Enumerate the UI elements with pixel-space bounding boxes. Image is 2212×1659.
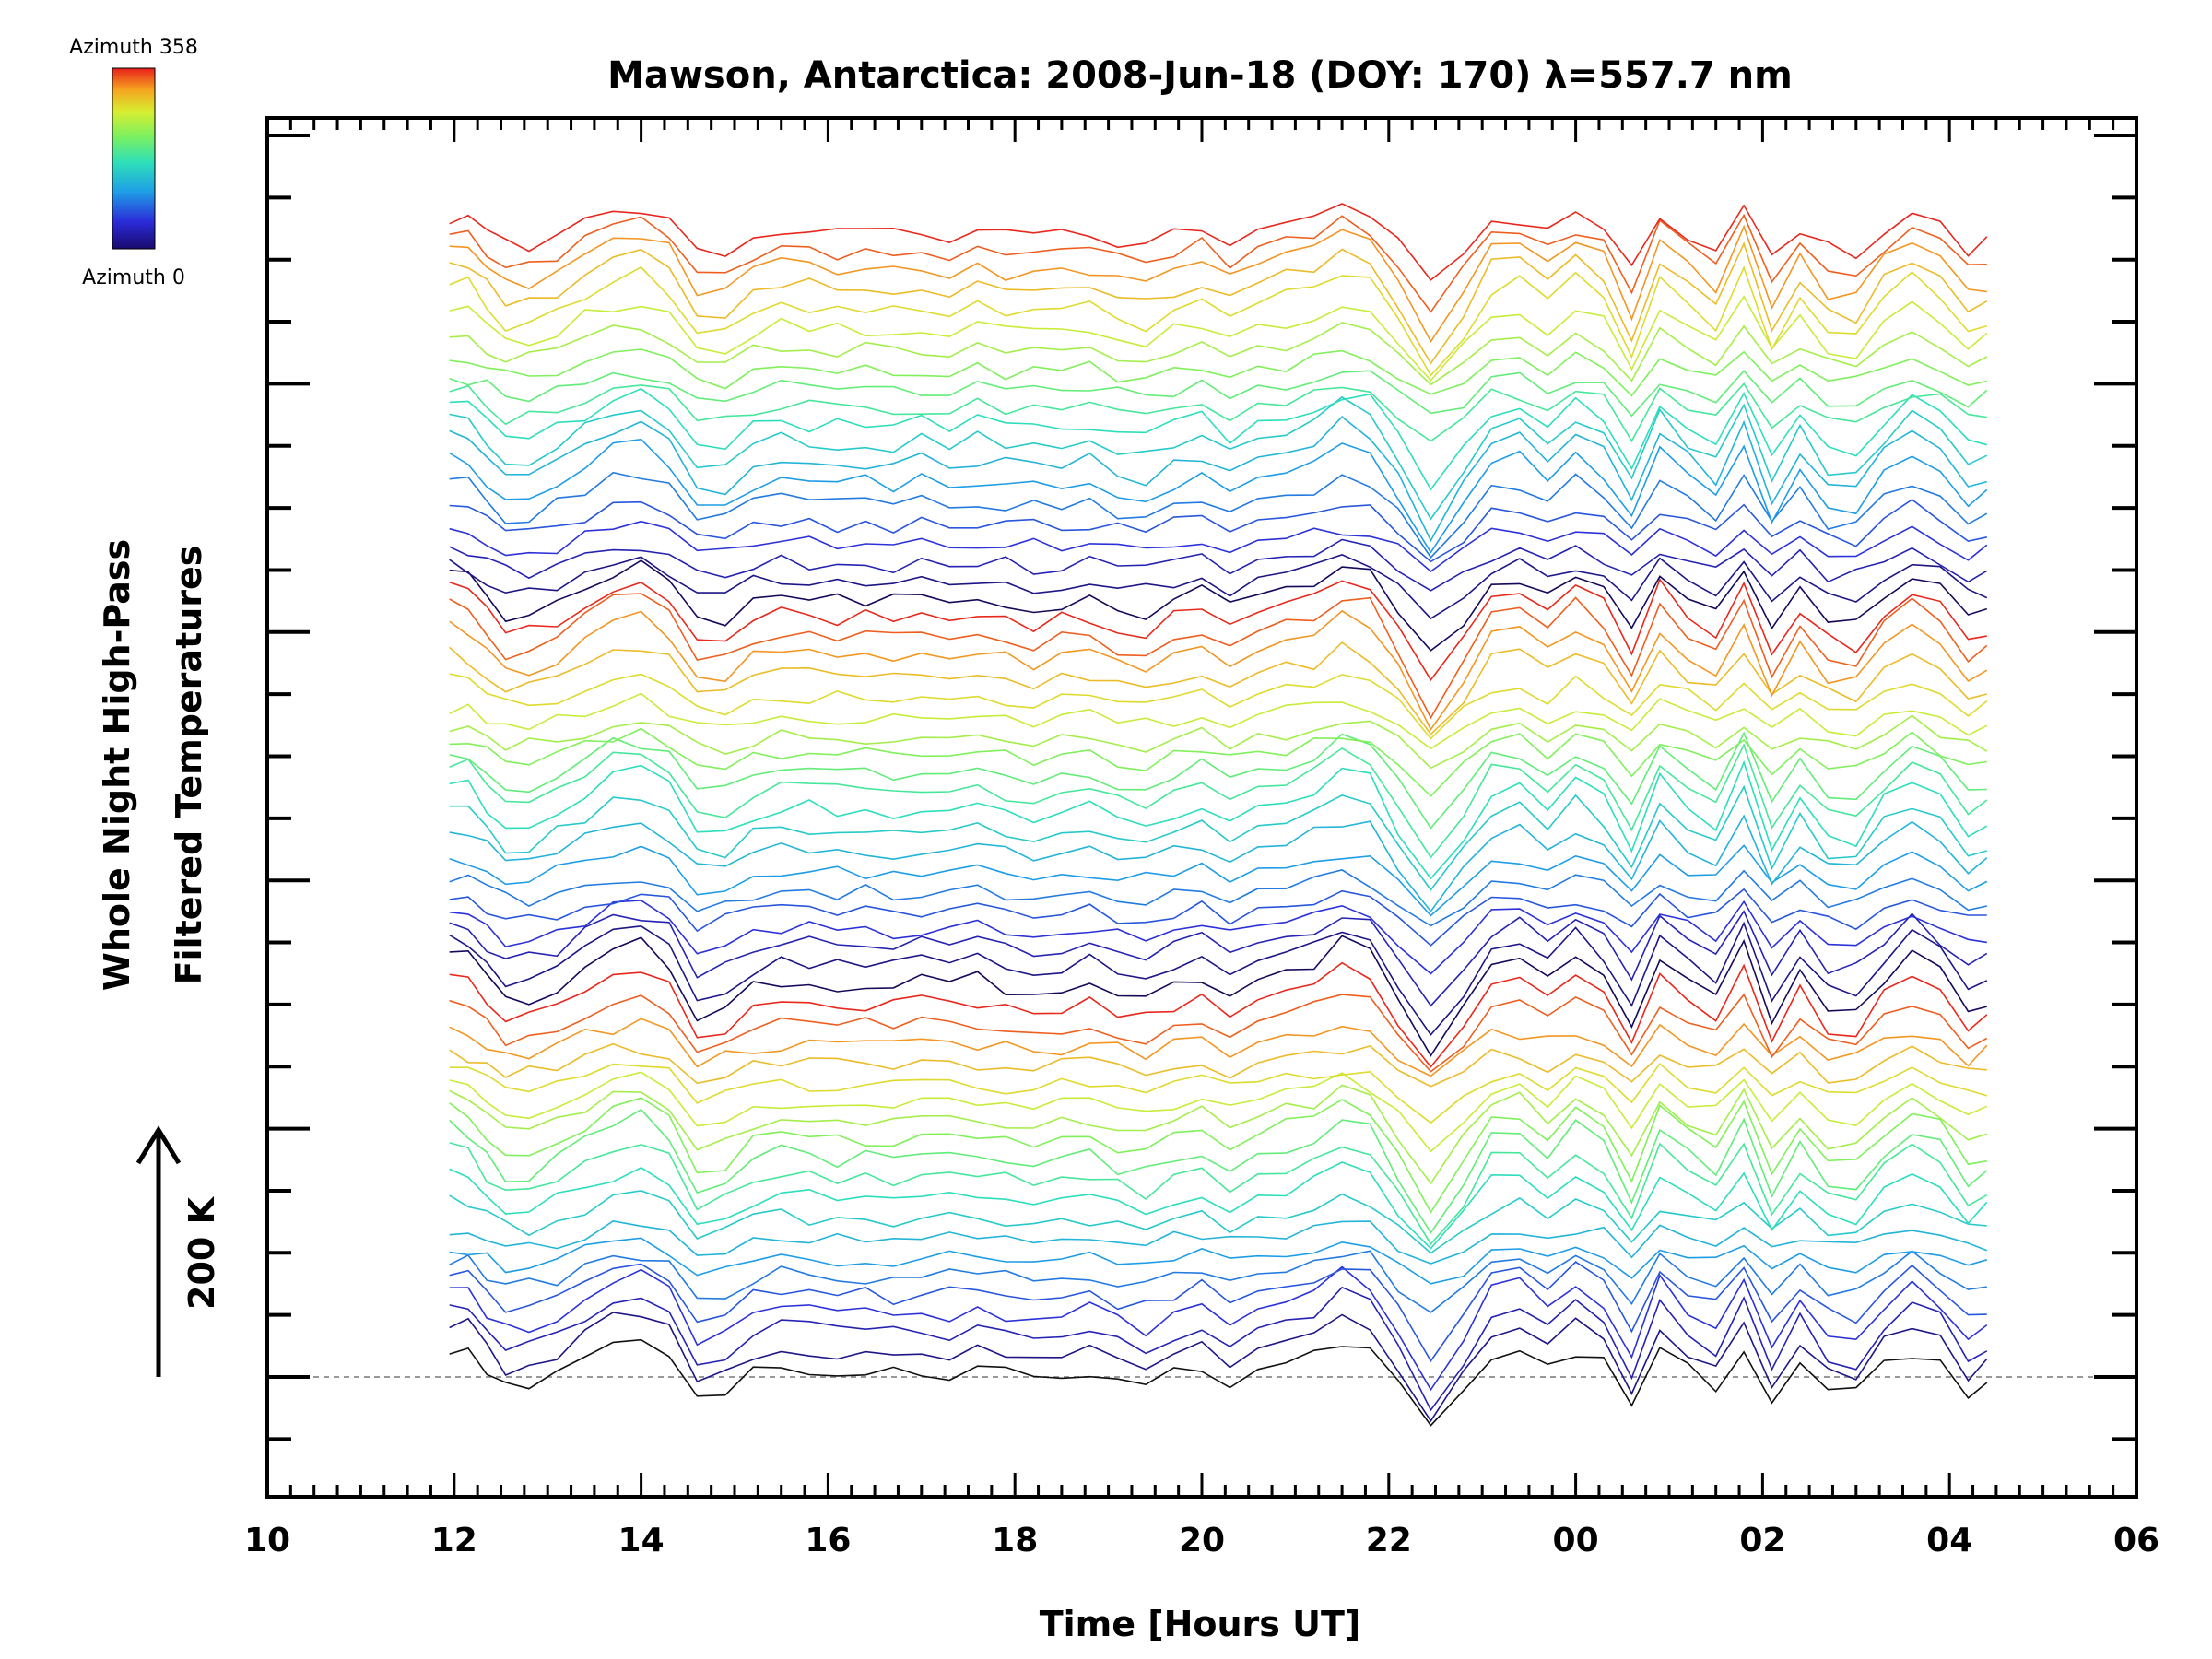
- series-line: [449, 1142, 1988, 1245]
- series-line: [449, 265, 1988, 377]
- series-line: [449, 641, 1987, 735]
- colorbar-top-label: Azimuth 358: [69, 36, 198, 59]
- x-tick-label: 06: [2113, 1522, 2159, 1559]
- series-line: [449, 1338, 1988, 1427]
- series-line: [449, 993, 1988, 1073]
- x-tick-label: 14: [618, 1522, 665, 1559]
- series-line: [449, 395, 1988, 521]
- series-line: [449, 593, 1988, 720]
- series-line: [449, 1190, 1987, 1254]
- series-line: [449, 416, 1988, 543]
- x-tick-label: 16: [805, 1522, 851, 1559]
- scale-arrow: [135, 1125, 182, 1377]
- series-line: [449, 921, 1988, 1036]
- x-tick-label: 10: [244, 1522, 290, 1559]
- series-line: [449, 1018, 1988, 1077]
- colorbar: [112, 67, 156, 250]
- series-line: [449, 348, 1987, 397]
- axis-ticks: [265, 118, 2138, 1497]
- series-line: [449, 1071, 1988, 1153]
- series-line: [449, 727, 1987, 797]
- series-line: [449, 888, 1987, 947]
- series-line: [449, 520, 1988, 573]
- series-line: [449, 1042, 1987, 1088]
- chart-title: Mawson, Antarctica: 2008-Jun-18 (DOY: 17…: [607, 54, 1793, 97]
- scale-label: 200 K: [182, 1195, 222, 1310]
- series-line: [449, 213, 1987, 313]
- series-line: [449, 224, 1987, 344]
- y-axis-label-line2: Filtered Temperatures: [169, 546, 209, 985]
- x-axis-label: Time [Hours UT]: [1040, 1604, 1361, 1644]
- x-tick-label: 18: [992, 1522, 1038, 1559]
- series-line: [449, 387, 1988, 491]
- series-line: [449, 784, 1988, 891]
- series-line: [449, 1265, 1988, 1392]
- series-line: [449, 322, 1988, 386]
- series-line: [449, 1261, 1987, 1363]
- x-tick-label: 22: [1366, 1522, 1412, 1559]
- series-line: [449, 438, 1988, 554]
- colorbar-bottom-label: Azimuth 0: [82, 266, 185, 289]
- x-tick-label: 20: [1179, 1522, 1225, 1559]
- series-line: [449, 609, 1988, 731]
- series-line: [449, 554, 1988, 620]
- series-line: [449, 814, 1988, 913]
- plot-frame: [265, 116, 2138, 1499]
- series-line: [449, 759, 1988, 880]
- series-line: [449, 1161, 1988, 1250]
- series-line: [449, 1108, 1988, 1235]
- series-line: [449, 203, 1988, 281]
- series-line: [449, 869, 1987, 927]
- series-lines: [449, 203, 1988, 1427]
- series-line: [449, 900, 1987, 975]
- x-tick-label: 04: [1926, 1522, 1972, 1559]
- series-line: [449, 382, 1987, 443]
- series-line: [449, 559, 1988, 652]
- x-tick-labels: 10 12 14 16 18 20 22 00 02 04 06: [244, 1522, 2159, 1559]
- series-line: [449, 731, 1987, 830]
- series-line: [449, 370, 1988, 418]
- x-tick-label: 02: [1739, 1522, 1785, 1559]
- series-line: [449, 1237, 1988, 1285]
- series-line: [449, 1286, 1988, 1412]
- series-line: [449, 1312, 1988, 1423]
- series-line: [449, 1084, 1988, 1185]
- series-line: [449, 1250, 1987, 1313]
- series-line: [449, 844, 1988, 917]
- series-line: [449, 743, 1988, 859]
- series-line: [449, 538, 1988, 592]
- series-line: [449, 1063, 1988, 1124]
- series-line: [449, 578, 1987, 682]
- x-tick-label: 12: [431, 1522, 477, 1559]
- series-line: [449, 295, 1988, 382]
- series-line: [449, 692, 1988, 750]
- x-tick-label: 00: [1553, 1522, 1599, 1559]
- series-line: [449, 714, 1988, 770]
- series-line: [449, 241, 1988, 365]
- series-line: [449, 673, 1988, 740]
- series-line: [449, 961, 1988, 1068]
- series-line: [449, 471, 1988, 559]
- y-axis-label-line1: Whole Night High-Pass: [97, 539, 137, 991]
- series-line: [449, 1097, 1987, 1214]
- series-line: [449, 910, 1988, 1007]
- series-line: [449, 935, 1988, 1057]
- series-line: [449, 499, 1987, 563]
- series-line: [449, 1219, 1988, 1265]
